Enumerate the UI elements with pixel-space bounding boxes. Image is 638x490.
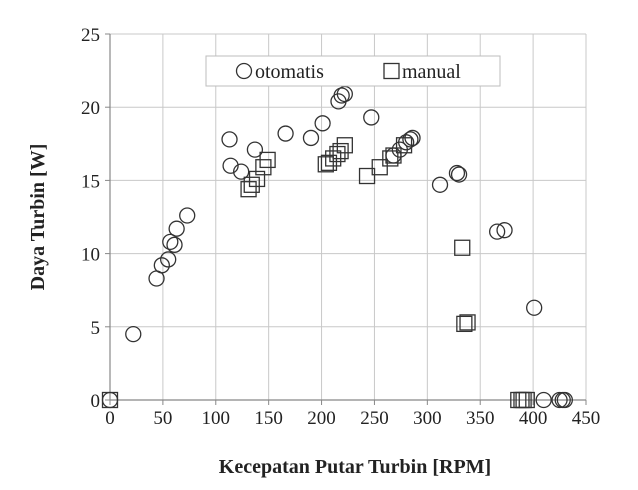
point-otomatis-30 xyxy=(526,299,543,316)
point-manual-15 xyxy=(385,147,402,164)
point-manual-1 xyxy=(240,181,257,198)
x-axis-title: Kecepatan Putar Turbin [RPM] xyxy=(219,456,491,478)
point-otomatis-9 xyxy=(221,131,238,148)
x-tick-label-3: 150 xyxy=(254,408,283,429)
x-tick-label-7: 350 xyxy=(466,408,495,429)
point-otomatis-25 xyxy=(431,176,449,193)
legend-box xyxy=(205,55,501,87)
point-manual-23 xyxy=(518,391,535,409)
point-otomatis-6 xyxy=(166,236,183,253)
point-otomatis-17 xyxy=(333,87,350,104)
y-tick-label-0: 0 xyxy=(91,391,101,412)
x-tick-label-8: 400 xyxy=(519,408,548,429)
point-manual-16 xyxy=(395,137,413,154)
y-axis-title: Daya Turbin [W] xyxy=(27,144,49,291)
point-manual-5 xyxy=(259,151,276,169)
point-otomatis-19 xyxy=(363,109,380,126)
point-otomatis-23 xyxy=(402,131,419,148)
point-otomatis-5 xyxy=(162,233,179,251)
x-tick-label-4: 200 xyxy=(307,408,336,429)
y-tick-label-5: 25 xyxy=(81,25,100,46)
y-tick-labels: 0 5 10 15 20 25 xyxy=(81,25,100,412)
y-tick-label-4: 20 xyxy=(81,98,100,119)
x-tick-label-6: 300 xyxy=(413,408,442,429)
point-manual-10 xyxy=(332,142,349,160)
x-tick-label-1: 50 xyxy=(153,408,172,429)
legend-label-manual: manual xyxy=(402,61,461,83)
point-otomatis-31 xyxy=(535,391,552,409)
x-tick-label-2: 100 xyxy=(202,408,231,429)
axes xyxy=(105,33,587,405)
point-manual-11 xyxy=(336,137,353,154)
legend-label-otomatis: otomatis xyxy=(255,61,324,83)
legend-marker-manual xyxy=(383,62,400,80)
point-manual-18 xyxy=(456,315,473,333)
point-otomatis-3 xyxy=(153,257,170,274)
point-manual-13 xyxy=(371,159,388,176)
point-otomatis-12 xyxy=(246,141,264,158)
point-otomatis-34 xyxy=(556,391,573,409)
data-points xyxy=(101,85,573,409)
point-otomatis-1 xyxy=(125,325,142,343)
y-tick-label-3: 15 xyxy=(81,171,100,192)
point-otomatis-13 xyxy=(277,125,294,142)
x-tick-label-5: 250 xyxy=(360,408,389,429)
point-manual-7 xyxy=(320,154,338,171)
y-tick-label-1: 5 xyxy=(91,318,101,339)
series-manual xyxy=(101,137,535,409)
point-otomatis-14 xyxy=(302,129,320,147)
point-manual-19 xyxy=(459,314,476,331)
x-tick-label-0: 0 xyxy=(105,408,115,429)
legend-marker-otomatis xyxy=(235,62,253,80)
point-otomatis-4 xyxy=(160,251,177,268)
x-tick-labels: 0 50 100 150 200 250 300 350 400 450 xyxy=(105,408,600,429)
point-manual-14 xyxy=(382,150,399,167)
legend: otomatis manual xyxy=(205,55,501,87)
x-tick-label-9: 450 xyxy=(572,408,601,429)
point-otomatis-28 xyxy=(488,223,506,240)
point-otomatis-26 xyxy=(448,164,466,182)
point-otomatis-27 xyxy=(450,166,468,183)
point-manual-2 xyxy=(243,176,260,193)
point-manual-17 xyxy=(454,239,471,256)
point-manual-0 xyxy=(101,391,119,409)
point-otomatis-29 xyxy=(496,222,513,239)
point-otomatis-8 xyxy=(179,207,196,224)
point-otomatis-10 xyxy=(222,157,239,174)
point-otomatis-11 xyxy=(233,163,250,180)
point-otomatis-18 xyxy=(336,85,353,103)
point-otomatis-7 xyxy=(168,220,185,237)
y-tick-label-2: 10 xyxy=(81,245,100,266)
point-manual-3 xyxy=(248,170,266,188)
point-manual-12 xyxy=(358,167,376,185)
point-otomatis-15 xyxy=(314,115,331,132)
